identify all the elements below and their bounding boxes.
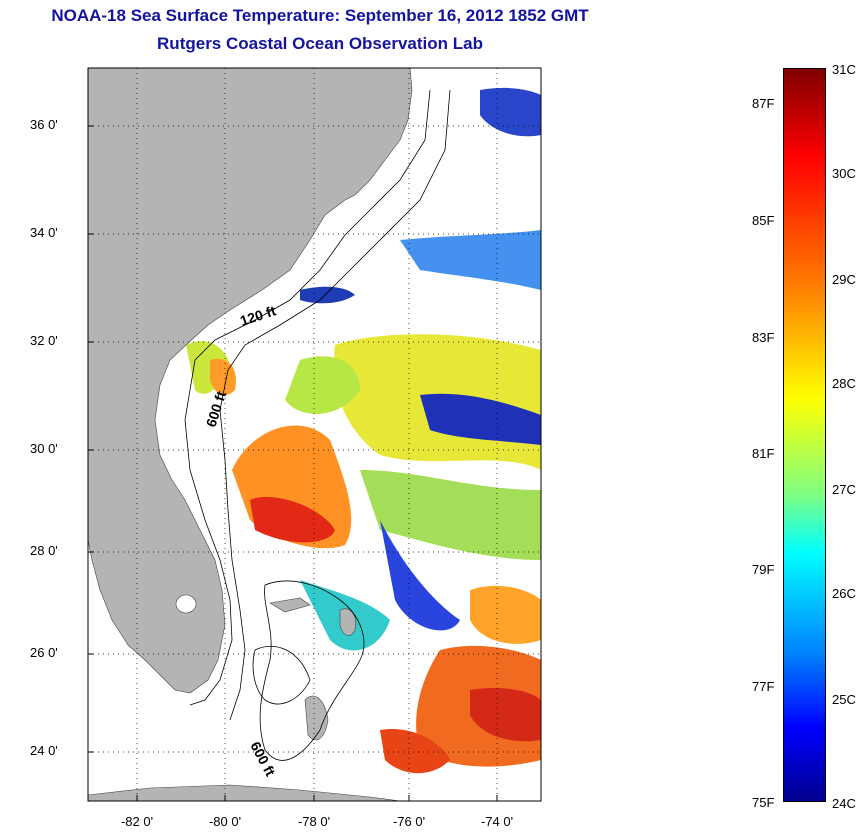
lat-label-36: 36 0' bbox=[30, 117, 58, 132]
colorbar-label-25c: 25C bbox=[832, 692, 856, 707]
graticule bbox=[88, 68, 541, 801]
land-cuba bbox=[88, 784, 401, 801]
lon-label-82: -82 0' bbox=[120, 814, 154, 829]
sst-data bbox=[186, 87, 541, 774]
colorbar-label-79f: 79F bbox=[752, 562, 775, 577]
contour-120ft bbox=[184, 89, 431, 706]
lat-label-28: 28 0' bbox=[30, 543, 58, 558]
lon-label-76: -76 0' bbox=[392, 814, 426, 829]
colorbar-label-27c: 27C bbox=[832, 482, 856, 497]
land-mainland bbox=[88, 68, 413, 694]
land-grand-bahama bbox=[269, 597, 311, 613]
colorbar-label-26c: 26C bbox=[832, 586, 856, 601]
colorbar-label-87f: 87F bbox=[752, 96, 775, 111]
lon-label-74: -74 0' bbox=[480, 814, 514, 829]
land-bahamas-andros bbox=[304, 695, 329, 741]
lon-label-80: -80 0' bbox=[208, 814, 242, 829]
land-bahamas-abaco bbox=[339, 608, 356, 636]
colorbar-label-85f: 85F bbox=[752, 213, 775, 228]
contour-600ft bbox=[219, 89, 451, 721]
lat-label-34: 34 0' bbox=[30, 225, 58, 240]
temperature-colorbar bbox=[783, 68, 826, 802]
colorbar-label-30c: 30C bbox=[832, 166, 856, 181]
colorbar-label-24c: 24C bbox=[832, 796, 856, 811]
lat-label-26: 26 0' bbox=[30, 645, 58, 660]
colorbar-label-28c: 28C bbox=[832, 376, 856, 391]
tick-marks bbox=[88, 125, 498, 801]
colorbar-label-29c: 29C bbox=[832, 272, 856, 287]
map-title: NOAA-18 Sea Surface Temperature: Septemb… bbox=[51, 6, 589, 25]
lat-label-24: 24 0' bbox=[30, 743, 58, 758]
colorbar-label-75f: 75F bbox=[752, 795, 775, 810]
lon-label-78: -78 0' bbox=[297, 814, 331, 829]
lat-label-32: 32 0' bbox=[30, 333, 58, 348]
colorbar-label-83f: 83F bbox=[752, 330, 775, 345]
lake-okeechobee bbox=[175, 594, 197, 614]
colorbar-label-77f: 77F bbox=[752, 679, 775, 694]
contour-bahamas bbox=[259, 580, 365, 761]
lat-label-30: 30 0' bbox=[30, 441, 58, 456]
colorbar-label-81f: 81F bbox=[752, 446, 775, 461]
map-subtitle: Rutgers Coastal Ocean Observation Lab bbox=[157, 34, 483, 53]
colorbar-label-31c: 31C bbox=[832, 62, 856, 77]
